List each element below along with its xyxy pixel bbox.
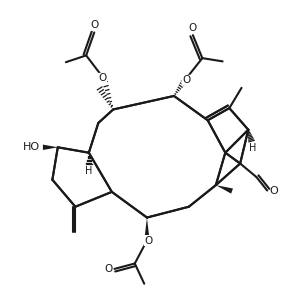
Polygon shape	[144, 218, 150, 241]
Text: O: O	[144, 236, 153, 245]
Text: H: H	[249, 143, 256, 153]
Polygon shape	[216, 185, 233, 194]
Polygon shape	[43, 145, 58, 150]
Text: O: O	[104, 264, 112, 274]
Text: O: O	[90, 20, 98, 30]
Text: HO: HO	[23, 142, 40, 152]
Text: O: O	[182, 75, 190, 85]
Text: H: H	[85, 166, 92, 176]
Text: O: O	[98, 74, 107, 83]
Text: O: O	[189, 23, 197, 33]
Text: O: O	[269, 185, 278, 196]
